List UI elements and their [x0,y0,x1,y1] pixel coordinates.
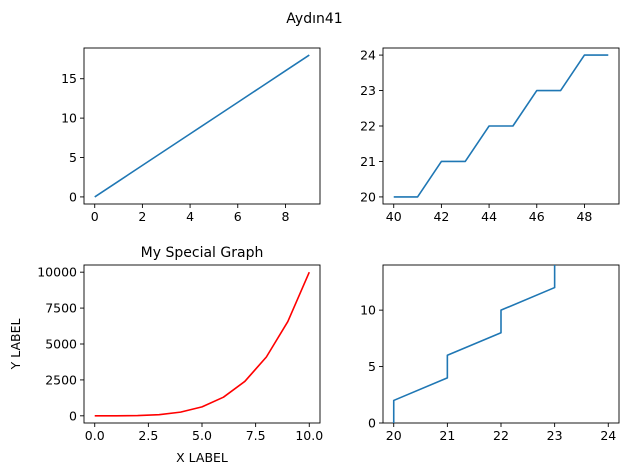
y-tick-label: 0 [368,416,376,431]
x-tick-label: 21 [439,428,455,443]
figure-suptitle: Aydın41 [286,11,342,27]
y-tick-label: 5 [69,150,77,165]
x-tick-label: 40 [386,209,402,224]
x-tick-label: 0.0 [85,428,105,443]
x-axis: 0 2 4 6 8 [91,204,289,224]
x-tick-label: 0 [91,209,99,224]
y-tick-label: 22 [360,119,376,134]
subplot-top-left: 0 2 4 6 8 0 5 10 15 [61,47,321,224]
x-tick-label: 2.5 [138,428,158,443]
x-tick-label: 24 [600,428,616,443]
x-axis: 40 42 44 46 48 [386,204,592,224]
y-tick-label: 7500 [45,301,77,316]
series-line [392,265,556,423]
y-tick-label: 20 [360,189,376,204]
y-tick-label: 10000 [37,265,77,280]
y-tick-label: 21 [360,154,376,169]
y-tick-label: 0 [69,408,77,423]
series-line [393,54,609,198]
y-tick-label: 10 [360,303,376,318]
subplot-bottom-right: 20 21 22 23 24 0 5 10 [360,264,620,443]
x-tick-label: 5.0 [192,428,212,443]
subplot-top-right: 40 42 44 46 48 20 21 22 23 24 [360,47,620,224]
x-tick-label: 44 [481,209,497,224]
y-axis: 20 21 22 23 24 [360,48,383,204]
axes-frame [382,264,620,424]
x-tick-label: 48 [576,209,592,224]
y-tick-label: 2500 [45,372,77,387]
x-axis: 0.0 2.5 5.0 7.5 10.0 [85,423,323,443]
subplot-bottom-left: My Special Graph 0.0 2.5 5.0 7.5 10.0 0 2500 5… [8,245,323,465]
subplot-title: My Special Graph [141,245,264,261]
x-tick-label: 42 [433,209,449,224]
x-axis-label: X LABEL [176,450,228,465]
x-tick-label: 22 [493,428,509,443]
series-line [94,271,311,417]
y-axis: 0 5 10 [360,303,383,431]
x-tick-label: 4 [186,209,194,224]
x-tick-label: 23 [547,428,563,443]
y-tick-label: 5000 [45,337,77,352]
y-tick-label: 0 [69,189,77,204]
x-tick-label: 46 [529,209,545,224]
x-tick-label: 8 [281,209,289,224]
x-tick-label: 6 [234,209,242,224]
y-tick-label: 5 [368,359,376,374]
axes-frame [83,47,321,205]
y-tick-label: 23 [360,83,376,98]
x-tick-label: 7.5 [246,428,266,443]
y-axis: 0 2500 5000 7500 10000 [37,265,84,423]
y-tick-label: 10 [61,111,77,126]
series-line [94,54,310,198]
x-axis: 20 21 22 23 24 [386,423,616,443]
x-tick-label: 10.0 [295,428,323,443]
x-tick-label: 2 [138,209,146,224]
y-axis-label: Y LABEL [8,319,23,371]
y-tick-label: 24 [360,48,376,63]
x-tick-label: 20 [386,428,402,443]
y-axis: 0 5 10 15 [61,71,84,204]
axes-frame [83,264,321,424]
y-tick-label: 15 [61,71,77,86]
